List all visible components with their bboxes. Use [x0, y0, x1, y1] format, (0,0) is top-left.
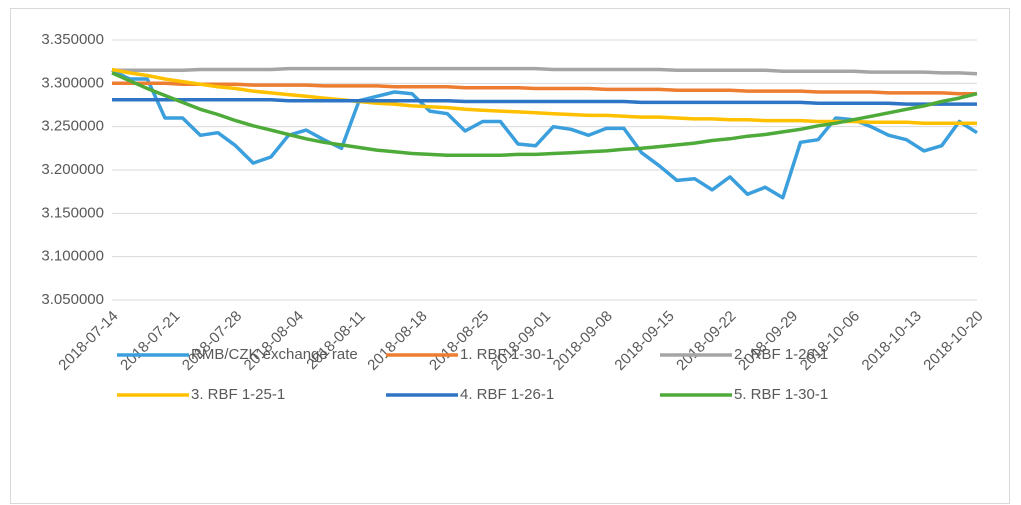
legend-label: 2. RBF 1-26-1 — [734, 346, 828, 363]
y-tick-label: 3.350000 — [41, 31, 104, 48]
series-line — [111, 71, 978, 158]
legend-label: RMB/CZK exchange rate — [191, 346, 358, 363]
y-tick-label: 3.150000 — [41, 204, 104, 221]
series-line — [111, 67, 977, 125]
y-tick-label: 3.100000 — [41, 248, 104, 265]
y-tick-label: 3.200000 — [41, 161, 104, 178]
series-line — [112, 66, 978, 76]
legend-label: 3. RBF 1-25-1 — [191, 386, 285, 403]
legend-label: 1. RBF 1-30-1 — [460, 346, 554, 363]
legend-label: 5. RBF 1-30-1 — [734, 386, 828, 403]
legend-label: 4. RBF 1-26-1 — [460, 386, 554, 403]
series-line — [112, 81, 977, 96]
series-line — [112, 98, 977, 106]
y-tick-label: 3.250000 — [41, 118, 104, 135]
y-tick-label: 3.050000 — [41, 291, 104, 308]
y-tick-label: 3.300000 — [41, 74, 104, 91]
